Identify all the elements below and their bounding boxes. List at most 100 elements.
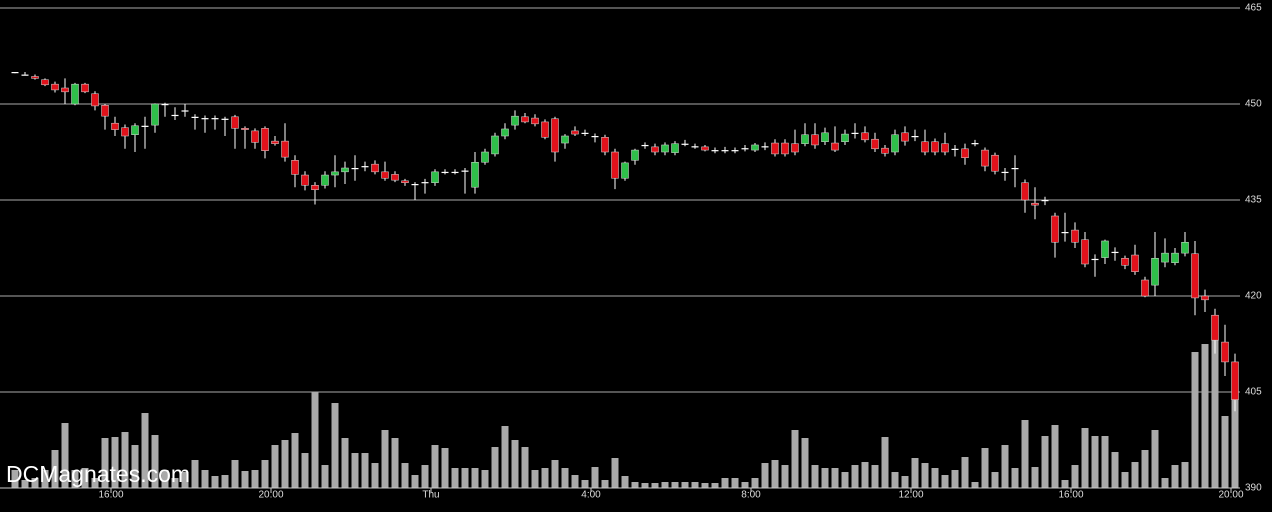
volume-bar: [411, 475, 419, 488]
candle-body: [1191, 253, 1199, 299]
volume-bar: [641, 483, 649, 488]
y-tick-label: 420: [1245, 291, 1262, 302]
volume-bar: [1151, 430, 1159, 488]
candle-body: [231, 116, 239, 129]
candle-body: [371, 163, 379, 173]
volume-bar: [531, 470, 539, 488]
volume-bar: [741, 482, 749, 488]
volume-bar: [521, 447, 529, 488]
candle-body: [471, 161, 479, 188]
volume-bar: [301, 453, 309, 488]
candle-body: [1071, 229, 1079, 243]
volume-bar: [1041, 436, 1049, 488]
candle-body: [11, 72, 19, 74]
volume-bar: [161, 470, 169, 488]
volume-bar: [1231, 393, 1239, 488]
candle-body: [831, 142, 839, 151]
candle-body: [991, 154, 999, 172]
candle-body: [31, 76, 39, 79]
volume-bar: [371, 463, 379, 488]
candle-body: [141, 125, 149, 127]
candle-body: [481, 151, 489, 163]
volume-bar: [601, 480, 609, 488]
candle-body: [441, 171, 449, 174]
candle-body: [761, 146, 769, 148]
volume-bar: [331, 403, 339, 488]
volume-bar: [561, 468, 569, 488]
volume-bar: [951, 470, 959, 488]
candle-body: [691, 146, 699, 148]
candle-body: [961, 148, 969, 159]
volume-bar: [631, 482, 639, 488]
volume-bar: [851, 465, 859, 488]
candle-body: [451, 171, 459, 174]
volume-bar: [501, 426, 509, 488]
candle-body: [511, 115, 519, 126]
volume-bar: [911, 458, 919, 488]
volume-bar: [1051, 425, 1059, 488]
candle-body: [601, 137, 609, 153]
volume-bar: [351, 453, 359, 488]
x-tick-label: 16:00: [98, 490, 123, 501]
volume-bar: [61, 423, 69, 488]
volume-bar: [751, 478, 759, 488]
x-tick-label: 12:00: [898, 490, 923, 501]
volume-bar: [661, 482, 669, 488]
volume-bar: [611, 458, 619, 488]
candle-body: [841, 133, 849, 143]
volume-bar: [1081, 428, 1089, 488]
volume-bar: [801, 438, 809, 488]
volume-bar: [1031, 467, 1039, 488]
volume-bar: [291, 433, 299, 488]
volume-bar: [251, 470, 259, 488]
candle-body: [361, 166, 369, 168]
candle-body: [1101, 240, 1109, 258]
candle-body: [111, 122, 119, 130]
volume-bar: [231, 460, 239, 488]
volume-bar: [221, 475, 229, 488]
volume-bar: [731, 478, 739, 488]
candle-body: [1111, 251, 1119, 254]
volume-bar: [41, 470, 49, 488]
volume-bar: [881, 437, 889, 488]
volume-bar: [781, 465, 789, 488]
candle-body: [71, 83, 79, 105]
candle-body: [641, 144, 649, 147]
volume-bar: [1061, 480, 1069, 488]
volume-bar: [111, 437, 119, 488]
volume-bar: [91, 478, 99, 488]
candle-body: [521, 116, 529, 123]
candle-body: [1131, 254, 1139, 272]
volume-bar: [481, 470, 489, 488]
candle-body: [681, 143, 689, 145]
y-tick-label: 435: [1245, 195, 1262, 206]
volume-bar: [101, 438, 109, 488]
candle-body: [341, 167, 349, 173]
candle-body: [781, 142, 789, 155]
candle-body: [201, 118, 209, 120]
candle-body: [51, 83, 59, 91]
candle-body: [331, 171, 339, 176]
volume-bar: [841, 472, 849, 488]
candle-body: [661, 144, 669, 153]
volume-bar: [651, 483, 659, 488]
candle-body: [1221, 341, 1229, 363]
candle-body: [351, 168, 359, 170]
candle-body: [861, 132, 869, 141]
volume-bar: [401, 463, 409, 488]
volume-bar: [681, 482, 689, 488]
volume-bar: [1101, 436, 1109, 488]
volume-bar: [591, 467, 599, 488]
candle-body: [911, 136, 919, 138]
volume-bar: [241, 471, 249, 488]
volume-bar: [621, 476, 629, 488]
candle-body: [971, 143, 979, 145]
volume-bar: [1011, 468, 1019, 488]
candle-body: [1091, 258, 1099, 261]
volume-bar: [1181, 462, 1189, 488]
candle-body: [901, 132, 909, 142]
candle-body: [1201, 295, 1209, 301]
volume-bar: [361, 453, 369, 488]
volume-bar: [721, 478, 729, 488]
volume-bar: [1211, 340, 1219, 488]
